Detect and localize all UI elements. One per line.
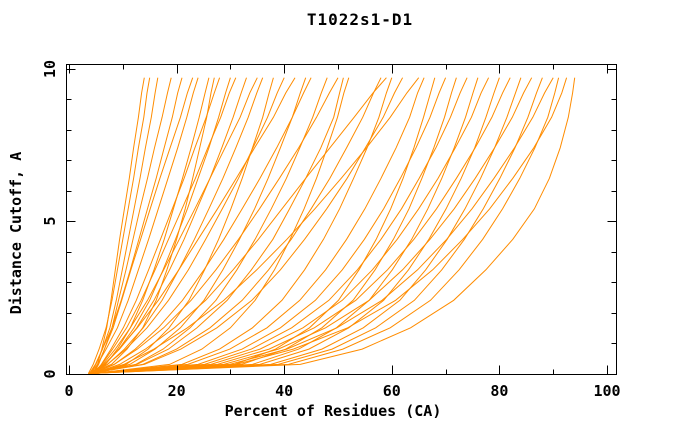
y-tick-label: 10 bbox=[41, 59, 59, 78]
model-curve bbox=[93, 77, 511, 374]
model-curve bbox=[92, 77, 237, 374]
model-curve bbox=[93, 77, 533, 374]
model-curve bbox=[88, 77, 500, 374]
y-tick-label: 5 bbox=[41, 216, 59, 226]
model-curve bbox=[93, 77, 554, 374]
model-curve bbox=[88, 77, 215, 374]
model-curve bbox=[92, 77, 258, 374]
model-curve bbox=[93, 77, 420, 374]
model-curve bbox=[90, 77, 159, 374]
model-curve bbox=[88, 77, 543, 374]
model-curve bbox=[92, 77, 194, 374]
plot-frame bbox=[66, 64, 617, 375]
x-tick-label: 100 bbox=[593, 382, 621, 400]
model-curve bbox=[88, 77, 285, 374]
model-curve bbox=[87, 77, 151, 374]
model-curve bbox=[88, 77, 344, 374]
model-curve bbox=[93, 77, 312, 374]
model-curve bbox=[93, 77, 490, 374]
model-curve bbox=[90, 77, 479, 374]
model-curve bbox=[90, 77, 199, 374]
model-curve bbox=[88, 77, 183, 374]
model-curve bbox=[92, 77, 210, 374]
model-curve bbox=[93, 77, 447, 374]
chart-title: T1022s1-D1 bbox=[306, 10, 414, 29]
model-curve bbox=[88, 77, 425, 374]
model-curve bbox=[93, 77, 328, 374]
x-tick-label: 20 bbox=[167, 382, 186, 400]
model-curve bbox=[93, 77, 568, 374]
x-tick-label: 40 bbox=[275, 382, 294, 400]
x-tick-label: 80 bbox=[490, 382, 509, 400]
model-curve bbox=[90, 77, 560, 374]
model-curve bbox=[93, 77, 350, 374]
model-curve bbox=[88, 77, 404, 374]
model-curve bbox=[93, 77, 468, 374]
model-curve bbox=[90, 77, 522, 374]
model-curve bbox=[90, 77, 436, 374]
model-curve bbox=[93, 77, 274, 374]
model-curve bbox=[88, 77, 457, 374]
x-tick-label: 0 bbox=[64, 382, 74, 400]
model-curve bbox=[92, 77, 145, 374]
model-curve bbox=[90, 77, 382, 374]
x-axis-title: Percent of Residues (CA) bbox=[224, 402, 442, 420]
y-tick-label: 0 bbox=[41, 368, 59, 379]
model-curve bbox=[93, 77, 387, 374]
x-tick-label: 60 bbox=[382, 382, 401, 400]
model-curve bbox=[92, 77, 172, 374]
model-curve bbox=[93, 77, 393, 374]
model-curve bbox=[90, 77, 339, 374]
model-curve bbox=[88, 77, 576, 374]
model-curve bbox=[90, 77, 264, 374]
model-curve bbox=[92, 77, 296, 374]
